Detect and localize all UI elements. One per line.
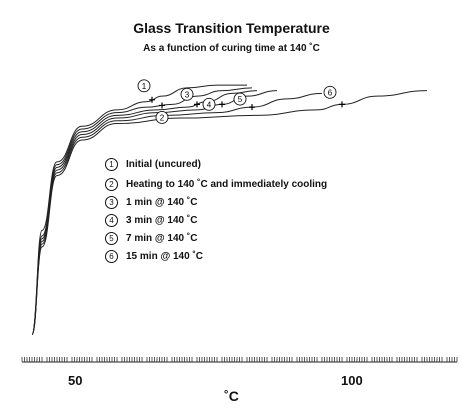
series-label-1: 1 — [142, 82, 147, 91]
legend-item-6: 6 15 min @ 140 ˚C — [105, 249, 203, 264]
legend-label-2: Heating to 140 ˚C and immediately coolin… — [126, 179, 328, 190]
tg-marker-2 — [159, 102, 165, 109]
x-axis-minor-ticks — [21, 357, 458, 362]
legend-marker-5: 5 — [105, 232, 118, 245]
legend-item-5: 5 7 min @ 140 ˚C — [105, 231, 197, 246]
legend-item-1: 1 Initial (uncured) — [105, 157, 201, 172]
series-curves — [31, 84, 428, 336]
series-label-circle-6 — [323, 85, 337, 99]
series-label-4: 4 — [207, 100, 212, 109]
legend-label-4: 3 min @ 140 ˚C — [126, 215, 198, 226]
tg-marker-4 — [219, 101, 225, 108]
series-label-circle-5 — [233, 92, 247, 106]
legend-item-3: 3 1 min @ 140 ˚C — [105, 195, 197, 210]
tg-marker-5 — [249, 104, 255, 111]
legend-item-4: 4 3 min @ 140 ˚C — [105, 213, 197, 228]
legend-marker-3: 3 — [105, 196, 118, 209]
series-label-circle-3 — [180, 87, 194, 101]
legend-marker-2: 2 — [105, 178, 118, 191]
series-markers: 1 2 3 4 5 6 — [137, 79, 345, 124]
legend-label-1: Initial (uncured) — [126, 159, 201, 170]
series-line-2 — [31, 87, 253, 336]
tg-marker-6 — [339, 101, 345, 108]
tg-marker-1 — [149, 96, 155, 103]
series-label-6: 6 — [328, 88, 333, 97]
series-label-5: 5 — [238, 95, 243, 104]
x-axis-label: ˚C — [224, 388, 239, 404]
x-tick-label-50: 50 — [68, 373, 83, 388]
series-line-1 — [31, 84, 247, 336]
series-label-circle-2 — [155, 111, 169, 124]
series-label-2: 2 — [160, 113, 165, 122]
legend-label-6: 15 min @ 140 ˚C — [126, 251, 204, 262]
legend-label-5: 7 min @ 140 ˚C — [126, 233, 198, 244]
x-axis — [21, 357, 458, 363]
legend-marker-6: 6 — [105, 250, 118, 263]
x-tick-label-100: 100 — [341, 373, 363, 388]
series-label-3: 3 — [185, 90, 190, 99]
series-label-circle-1 — [137, 79, 151, 93]
legend-item-2: 2 Heating to 140 ˚C and immediately cooli… — [105, 177, 327, 192]
legend-label-3: 1 min @ 140 ˚C — [126, 197, 198, 208]
legend-marker-4: 4 — [105, 214, 118, 227]
series-label-circle-4 — [202, 97, 216, 111]
legend-marker-1: 1 — [105, 158, 118, 171]
chart-subtitle: As a function of curing time at 140 ˚C — [143, 43, 320, 54]
chart-title: Glass Transition Temperature — [133, 20, 330, 36]
tg-marker-3 — [194, 101, 200, 108]
series-line-6 — [31, 90, 428, 336]
